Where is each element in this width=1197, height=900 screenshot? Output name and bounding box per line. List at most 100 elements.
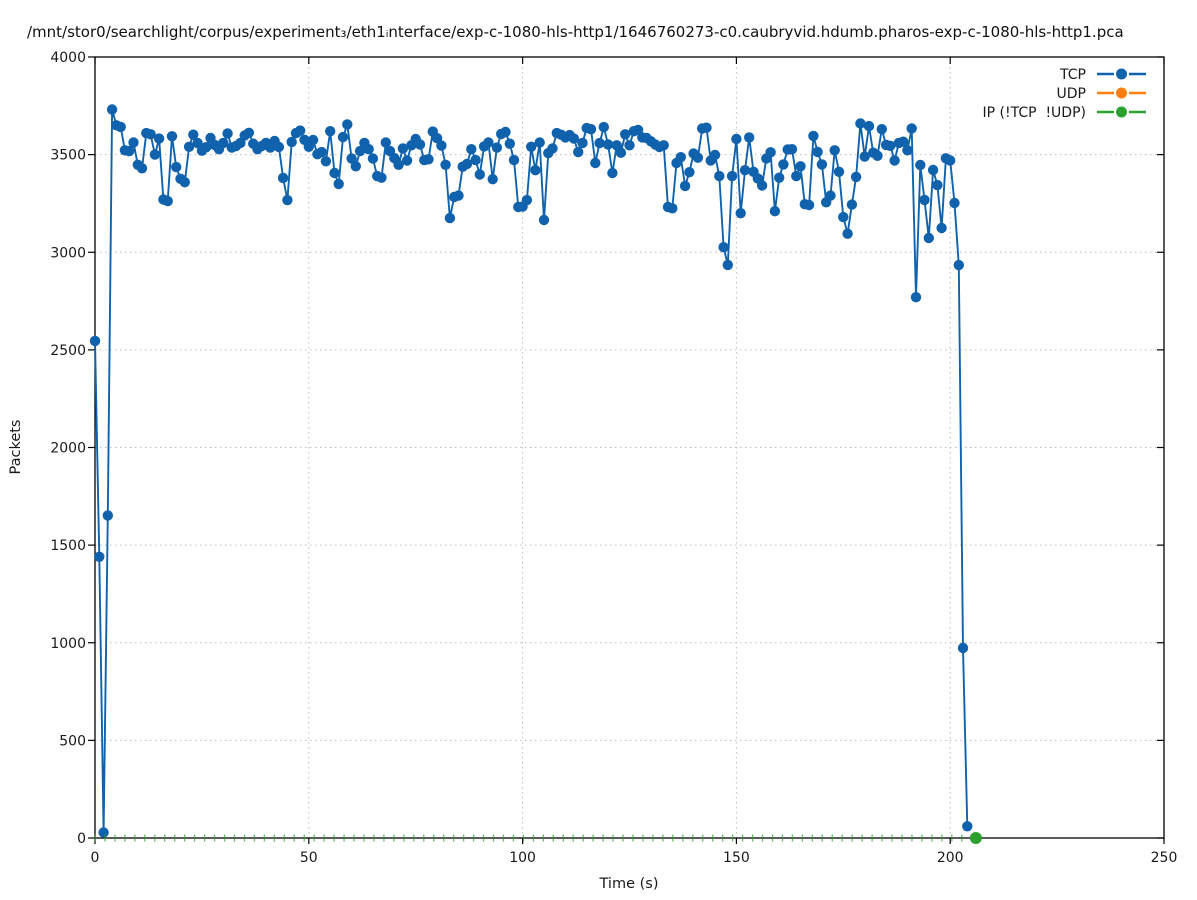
tcp-point bbox=[739, 165, 751, 176]
tcp-point bbox=[393, 159, 404, 170]
tcp-point bbox=[333, 178, 344, 190]
tcp-point bbox=[658, 140, 669, 151]
legend-label-tcp: TCP bbox=[1059, 67, 1086, 83]
tcp-point bbox=[282, 194, 293, 206]
tcp-point bbox=[756, 180, 768, 191]
tcp-point bbox=[872, 150, 883, 161]
tcp-point bbox=[791, 170, 802, 182]
tcp-point bbox=[530, 165, 541, 176]
tcp-point bbox=[526, 141, 537, 152]
tcp-point bbox=[829, 145, 840, 156]
tcp-point bbox=[115, 121, 126, 133]
y-tick-label: 4000 bbox=[50, 50, 86, 66]
tcp-point bbox=[803, 199, 815, 211]
tcp-point bbox=[153, 133, 165, 144]
legend-marker bbox=[1116, 68, 1127, 80]
tcp-point bbox=[889, 155, 900, 166]
tcp-point bbox=[218, 137, 229, 149]
tcp-point bbox=[414, 139, 426, 150]
tcp-point bbox=[863, 120, 875, 132]
tcp-point bbox=[833, 166, 845, 177]
x-tick-label: 100 bbox=[509, 850, 536, 866]
legend-label-ip: IP (!TCP !UDP) bbox=[983, 105, 1087, 121]
tcp-point bbox=[590, 157, 601, 169]
tcp-point bbox=[675, 152, 686, 163]
tcp-point bbox=[483, 137, 494, 148]
tcp-point bbox=[684, 167, 695, 178]
tcp-point bbox=[825, 190, 836, 201]
tcp-point bbox=[786, 144, 798, 155]
tcp-point bbox=[735, 208, 746, 219]
y-tick-label: 2000 bbox=[50, 441, 86, 457]
tcp-point bbox=[577, 137, 588, 149]
x-tick-label: 50 bbox=[300, 850, 318, 866]
tcp-point bbox=[744, 132, 755, 143]
x-axis-label: Time (s) bbox=[599, 876, 659, 892]
tcp-point bbox=[594, 137, 605, 149]
tcp-point bbox=[957, 642, 969, 654]
x-tick-label: 0 bbox=[91, 850, 100, 866]
tcp-point bbox=[915, 159, 926, 171]
tcp-point bbox=[106, 104, 118, 115]
tcp-point bbox=[585, 124, 597, 135]
tcp-point bbox=[350, 161, 361, 172]
tcp-point bbox=[466, 144, 477, 155]
tcp-point bbox=[342, 119, 353, 130]
tcp-point bbox=[277, 172, 289, 184]
tcp-point bbox=[367, 153, 379, 164]
tcp-point bbox=[243, 127, 255, 138]
tcp-point bbox=[722, 259, 733, 271]
tcp-point bbox=[906, 123, 917, 134]
tcp-point bbox=[949, 197, 960, 209]
tcp-point bbox=[795, 161, 806, 172]
tcp-point bbox=[337, 131, 349, 143]
tcp-point bbox=[397, 143, 409, 154]
tcp-point bbox=[859, 151, 870, 162]
tcp-point bbox=[162, 195, 173, 207]
tcp-point bbox=[936, 222, 947, 234]
x-tick-label: 150 bbox=[723, 850, 750, 866]
ip-end-point bbox=[969, 832, 982, 844]
tcp-point bbox=[376, 172, 387, 183]
tcp-point bbox=[166, 131, 178, 142]
tcp-point bbox=[192, 137, 203, 149]
tcp-point bbox=[927, 164, 939, 176]
tcp-point bbox=[487, 174, 498, 185]
tcp-point bbox=[885, 140, 896, 151]
tcp-point bbox=[910, 292, 922, 303]
tcp-point bbox=[401, 155, 413, 166]
tcp-point bbox=[919, 194, 930, 206]
tcp-point bbox=[726, 170, 738, 182]
tcp-point bbox=[709, 149, 721, 161]
tcp-point bbox=[504, 138, 515, 149]
y-tick-label: 1500 bbox=[50, 538, 86, 554]
plot-border bbox=[94, 56, 1165, 839]
legend-label-udp: UDP bbox=[1057, 86, 1086, 102]
tcp-point bbox=[222, 128, 233, 139]
plot-generated: 0 50 100 150 200 2500500100015002000250030003… bbox=[50, 50, 1177, 866]
y-tick-label: 2500 bbox=[50, 343, 86, 359]
tcp-line bbox=[94, 109, 969, 833]
tcp-point bbox=[145, 129, 156, 140]
legend-marker bbox=[1116, 87, 1127, 99]
y-axis-label: Packets bbox=[8, 420, 24, 475]
tcp-point bbox=[838, 211, 849, 223]
tcp-point bbox=[808, 130, 819, 142]
tcp-point bbox=[179, 177, 190, 188]
tcp-point bbox=[171, 161, 182, 173]
y-tick-label: 500 bbox=[59, 733, 86, 749]
y-tick-label: 3000 bbox=[50, 245, 86, 261]
tcp-point bbox=[273, 141, 285, 153]
tcp-point bbox=[538, 214, 550, 226]
x-tick-label: 250 bbox=[1151, 850, 1178, 866]
tcp-point bbox=[568, 133, 580, 144]
tcp-point bbox=[320, 156, 332, 167]
tcp-point bbox=[307, 134, 319, 146]
tcp-point bbox=[461, 158, 473, 170]
tcp-point bbox=[295, 125, 306, 136]
tcp-point bbox=[380, 137, 391, 148]
tcp-point bbox=[183, 141, 195, 152]
tcp-point bbox=[812, 146, 823, 158]
